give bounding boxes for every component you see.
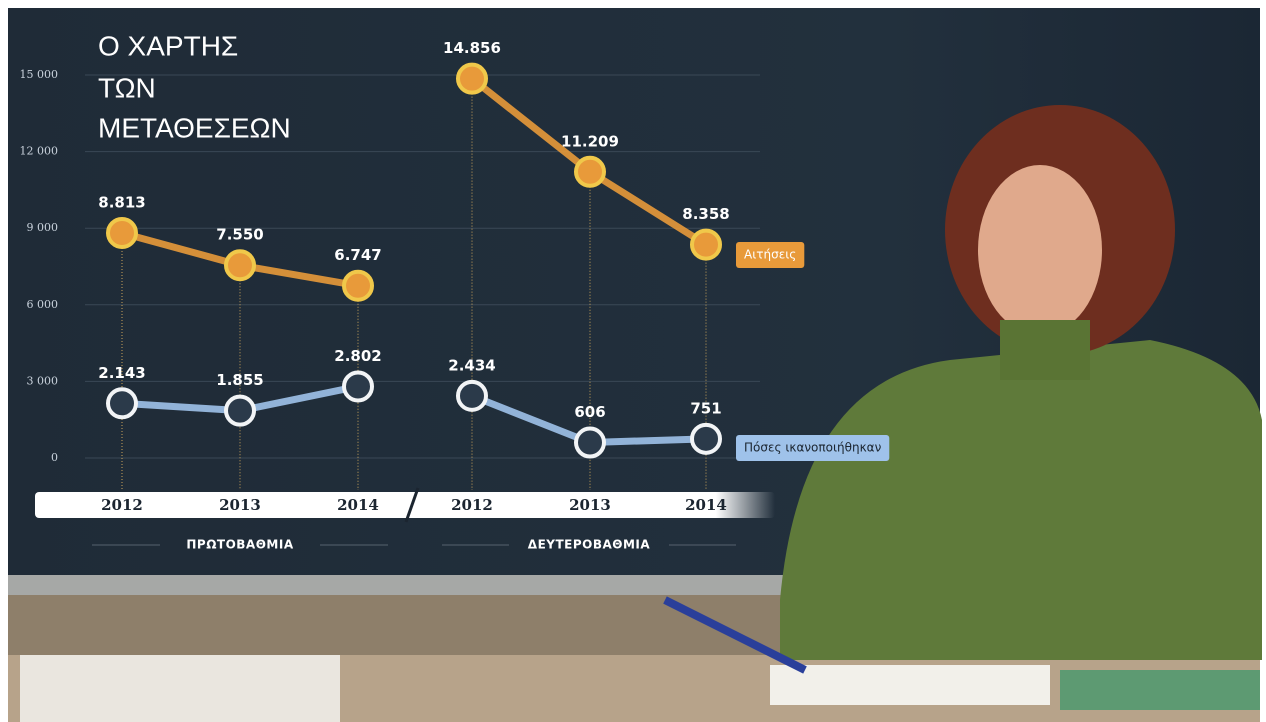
point [344,372,372,400]
point [692,231,720,259]
point [108,389,136,417]
point [458,65,486,93]
y-tick-label: 9 000 [27,221,59,234]
point [576,158,604,186]
infographic: Ο ΧΑΡΤΗΣ ΤΩΝ ΜΕΤΑΘΕΣΕΩΝ 0 3 000 6 000 9 000… [0,0,1266,722]
value-label: 606 [574,403,605,421]
value-label: 8.358 [682,205,729,223]
value-label: 2.802 [334,347,381,365]
y-tick-label: 12 000 [20,145,59,158]
title-line: Ο ΧΑΡΤΗΣ [98,30,238,61]
point [458,382,486,410]
value-label: 751 [690,399,721,417]
value-label: 11.209 [561,132,619,150]
x-tick-label: 2013 [219,496,261,514]
point [692,425,720,453]
y-tick-label: 6 000 [27,298,59,311]
value-label: 2.434 [448,356,495,374]
value-label: 14.856 [443,39,501,57]
y-tick-label: 15 000 [20,68,59,81]
value-label: 8.813 [98,193,145,211]
x-tick-label: 2012 [101,496,143,514]
value-label: 7.550 [216,226,263,244]
year-bar [35,492,775,518]
x-tick-label: 2013 [569,496,611,514]
title-line: ΤΩΝ [98,72,156,103]
point [344,272,372,300]
point [226,251,254,279]
group-label: ΠΡΩΤΟΒΑΘΜΙΑ [186,538,293,552]
value-label: 2.143 [98,364,145,382]
value-label: 6.747 [334,246,381,264]
basket [20,655,340,722]
y-tick-label: 0 [51,451,58,464]
value-label: 1.855 [216,371,263,389]
x-tick-label: 2014 [337,496,379,514]
x-tick-label: 2012 [451,496,493,514]
legend-label: Πόσες ικανοποιήθηκαν [744,441,882,455]
point [108,219,136,247]
y-tick-label: 3 000 [27,374,59,387]
point [576,429,604,457]
group-label: ΔΕΥΤΕΡΟΒΑΘΜΙΑ [528,538,651,552]
point [226,397,254,425]
x-tick-label: 2014 [685,496,727,514]
title-line: ΜΕΤΑΘΕΣΕΩΝ [98,112,291,143]
legend-label: Αιτήσεις [744,248,796,262]
